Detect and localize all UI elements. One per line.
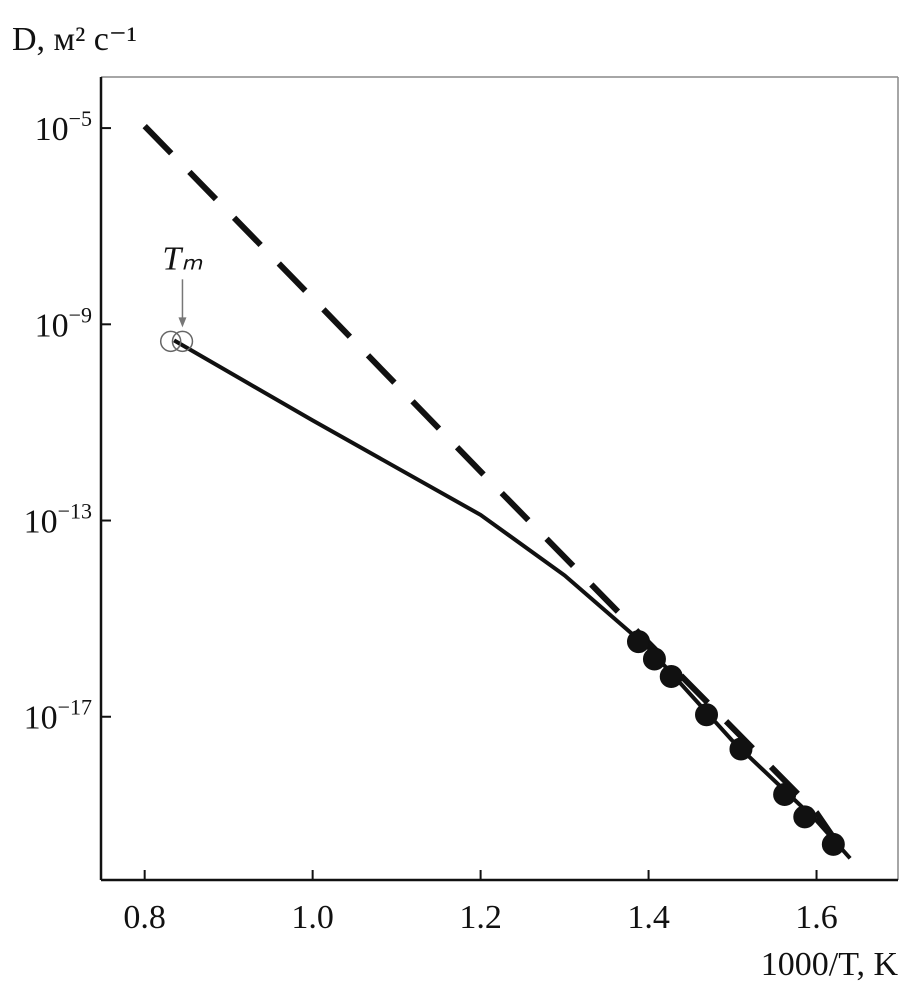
filled-marker	[695, 703, 719, 727]
x-tick-label: 1.4	[627, 899, 670, 936]
filled-marker	[626, 630, 650, 654]
filled-marker	[642, 647, 666, 671]
open-marker	[159, 330, 182, 353]
annotation: Tₘ	[162, 240, 203, 277]
x-tick-label: 0.8	[123, 899, 166, 936]
y-tick-label: 10−5	[35, 106, 92, 148]
x-tick-label: 1.6	[795, 899, 838, 936]
filled-marker	[793, 805, 817, 829]
y-axis-title: D, м² с⁻¹	[12, 21, 137, 58]
solid-line	[173, 338, 852, 860]
dashed-line	[142, 124, 853, 864]
y-tick-label: 10−9	[35, 302, 92, 344]
open-marker	[171, 330, 194, 353]
y-tick-label: 10−13	[24, 499, 92, 541]
x-tick-label: 1.0	[291, 899, 334, 936]
filled-marker	[773, 783, 797, 807]
y-tick-label: 10−17	[24, 695, 92, 737]
filled-marker	[729, 737, 753, 761]
filled-marker	[659, 665, 683, 689]
x-axis-title: 1000/T, K	[761, 946, 899, 983]
x-tick-label: 1.2	[459, 899, 502, 936]
annotation-arrowhead	[178, 317, 187, 328]
filled-marker	[821, 832, 845, 856]
